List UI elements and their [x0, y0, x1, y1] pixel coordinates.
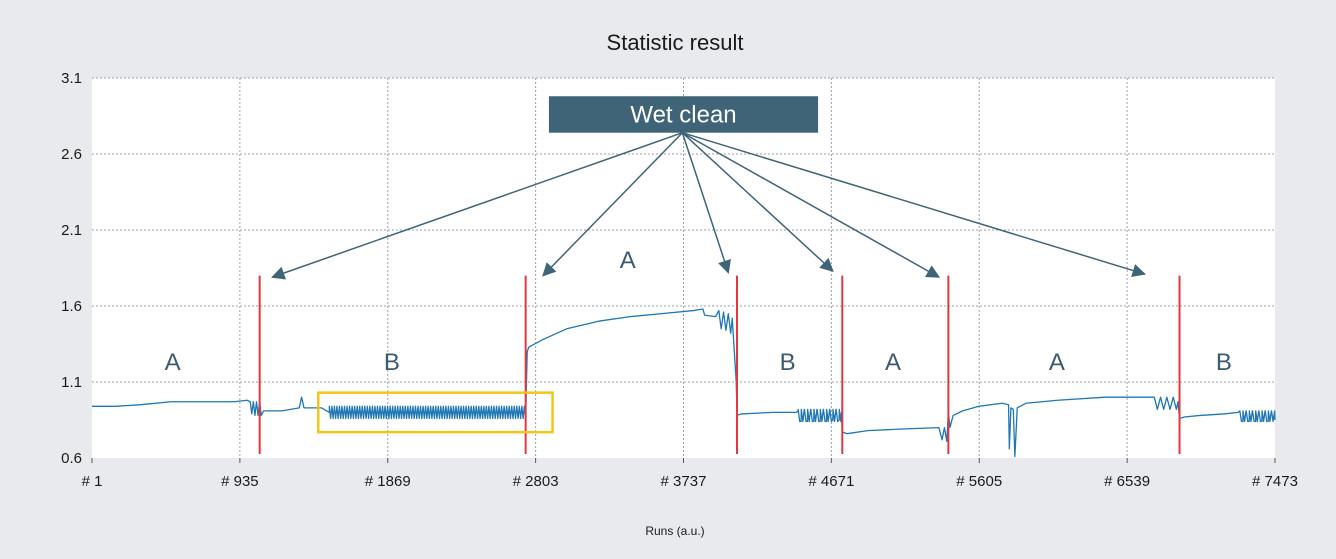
y-tick-label: 2.6 [61, 146, 82, 163]
wet-clean-callout-box [548, 96, 819, 133]
x-tick-label: # 935 [221, 473, 259, 490]
region-label: B [1216, 349, 1232, 376]
region-label: B [384, 349, 400, 376]
marks-layer: A B A B A A B Wet clean [92, 96, 1276, 458]
y-tick-label: 1.6 [61, 298, 82, 315]
axis-ticks: 0.6 1.1 1.6 2.1 2.6 3.1 # 1 # 935 # 1869 # 2803 # … [61, 70, 1298, 490]
data-series-line-0 [92, 308, 1276, 458]
region-label: B [780, 349, 796, 376]
highlight-box [316, 391, 554, 434]
y-tick-label: 3.1 [61, 70, 82, 87]
callout-arrow [681, 132, 834, 272]
region-label: A [885, 349, 901, 376]
grid-lines [92, 77, 1275, 458]
y-tick-label: 2.1 [61, 222, 82, 239]
callout-arrow [681, 132, 731, 274]
x-tick-label: # 2803 [513, 473, 559, 490]
region-label: A [165, 349, 181, 376]
callout-arrow [682, 132, 941, 278]
x-tick-label: # 7473 [1252, 473, 1298, 490]
callout-arrow [682, 132, 1146, 277]
chart-title: Statistic result [607, 30, 744, 55]
wet-clean-callout-label: Wet clean [630, 101, 736, 128]
callout-arrow [542, 132, 683, 277]
callout-arrow [271, 132, 683, 280]
x-tick-label: # 6539 [1104, 473, 1150, 490]
x-tick-label: # 3737 [661, 473, 707, 490]
x-tick-label: # 1 [82, 473, 103, 490]
x-tick-label: # 5605 [956, 473, 1002, 490]
x-axis-label: Runs (a.u.) [645, 524, 704, 538]
region-label: A [1049, 349, 1065, 376]
x-tick-label: # 4671 [808, 473, 854, 490]
region-label: A [620, 247, 636, 274]
y-tick-label: 1.1 [61, 374, 82, 391]
y-tick-label: 0.6 [61, 450, 82, 467]
x-tick-label: # 1869 [365, 473, 411, 490]
